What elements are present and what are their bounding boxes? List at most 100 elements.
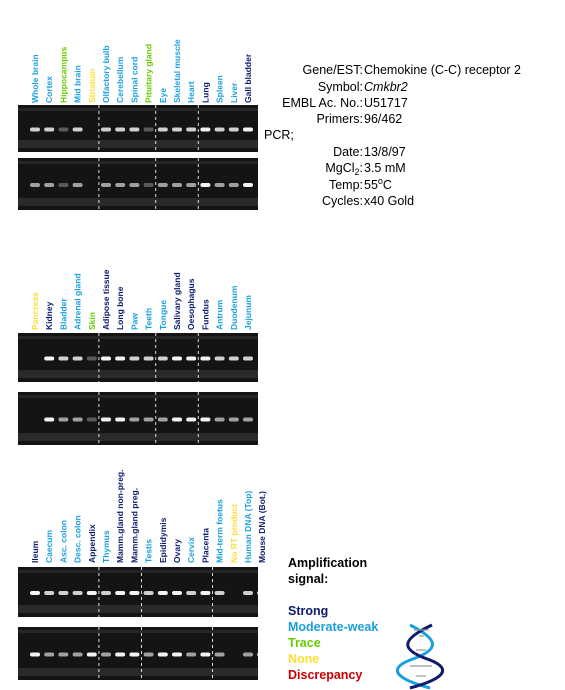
gel-band [200, 591, 211, 595]
info-value: 13/8/97 [364, 145, 406, 159]
info-key: Temp: [329, 178, 363, 192]
gel-band [58, 356, 69, 361]
gene-info: Gene/EST: Chemokine (C-C) receptor 2 Sym… [264, 63, 521, 208]
gel-band [58, 182, 69, 187]
lane-label: Spinal cord [129, 57, 139, 103]
gel-band [58, 417, 69, 422]
lane-label: Mouse DNA (Bot.) [257, 491, 267, 563]
gel-band [243, 182, 253, 187]
gel-band [228, 127, 239, 132]
info-key: MgCl2: [325, 161, 363, 177]
lane-label: Bladder [58, 298, 68, 330]
info-value: 55oC [364, 176, 392, 192]
gel-band [86, 652, 97, 657]
info-value: x40 Gold [364, 194, 414, 208]
helix-rungs [410, 629, 432, 677]
legend-title: Amplification [288, 556, 367, 570]
gel-band [58, 591, 69, 595]
lane-label: Skeletal muscle [172, 39, 182, 103]
gel-band [129, 182, 140, 187]
info-key: Primers: [316, 112, 363, 126]
info-key: Symbol: [318, 80, 363, 94]
lane-label: Caecum [44, 529, 54, 563]
info-value: Chemokine (C-C) receptor 2 [364, 63, 521, 77]
gel-band [214, 356, 225, 361]
gel-band [214, 591, 225, 595]
gel-band [186, 356, 197, 361]
gel-band [86, 356, 97, 361]
lane-label: Epididymis [158, 517, 168, 563]
well-row [18, 395, 258, 398]
lane-label: Cortex [44, 76, 54, 103]
gel-band [200, 182, 211, 187]
lane-label: Paw [129, 313, 139, 330]
gel-band [157, 652, 168, 657]
legend-item: Discrepancy [288, 668, 362, 682]
gel-band [72, 652, 83, 657]
gel-band [72, 417, 83, 422]
lane-label: Oesophagus [186, 278, 196, 330]
gel-band [214, 127, 225, 132]
gel-panel: Ileum Caecum Asc. colon Desc. colon Appendix… [18, 470, 268, 680]
primer-front [18, 605, 258, 613]
gel-band [30, 127, 40, 132]
legend-item: Moderate-weak [288, 620, 378, 634]
lane-label: Cervix [186, 537, 196, 563]
lane-label: Teeth [144, 308, 154, 330]
legend-item: None [288, 652, 319, 666]
gel-band [186, 417, 197, 422]
gel-panel: Whole brain Cortex Hippocampus Mid brain Str… [18, 39, 258, 210]
gel-band [129, 591, 140, 595]
gel-band [101, 591, 111, 595]
gel-band [243, 652, 253, 657]
gel-band [157, 591, 168, 595]
gel-band [86, 591, 97, 595]
primer-front [18, 668, 258, 676]
info-key: : [360, 161, 363, 175]
gel-band [129, 356, 140, 361]
info-value: 96/462 [364, 112, 402, 126]
info-key: MgCl [325, 161, 354, 175]
gel-band [228, 356, 239, 361]
gel-band [143, 417, 154, 422]
gel-band [44, 127, 55, 132]
well-row [18, 630, 258, 633]
lane-label: Liver [229, 82, 239, 103]
gel-band [86, 417, 97, 422]
info-key: EMBL Ac. No.: [282, 96, 363, 110]
gel-band [72, 127, 83, 132]
gel-band [115, 591, 126, 595]
gel-band [214, 182, 225, 187]
gel-band [186, 127, 197, 132]
gel-band [172, 182, 182, 187]
gel-band [115, 417, 126, 422]
subscript: 2 [355, 167, 360, 177]
info-value: Cmkbr2 [364, 80, 408, 94]
info-key: Gene/EST: [303, 63, 363, 77]
gel-band [30, 652, 40, 657]
gel-band [44, 652, 55, 657]
lane-label: Heart [186, 81, 196, 103]
gel-band [101, 417, 111, 422]
lane-label: Ovary [172, 539, 182, 563]
gel-band [44, 356, 55, 361]
gel-band [115, 182, 126, 187]
lane-label: Gall bladder [243, 53, 253, 103]
gel-band [101, 652, 111, 657]
gel-band [257, 591, 268, 595]
gel-band [243, 356, 253, 361]
gel-band [200, 652, 211, 657]
legend-item: Strong [288, 604, 328, 618]
gel-band [115, 127, 126, 132]
info-value: U51717 [364, 96, 408, 110]
gel-band [243, 417, 253, 422]
gel-band [143, 652, 154, 657]
lane-label: Salivary gland [172, 272, 182, 330]
gel-band [200, 127, 211, 132]
superscript: o [378, 176, 383, 186]
primer-front [18, 433, 258, 441]
lane-label: Fundus [200, 299, 210, 330]
gel-band [143, 182, 154, 187]
helix-strand [395, 623, 434, 690]
